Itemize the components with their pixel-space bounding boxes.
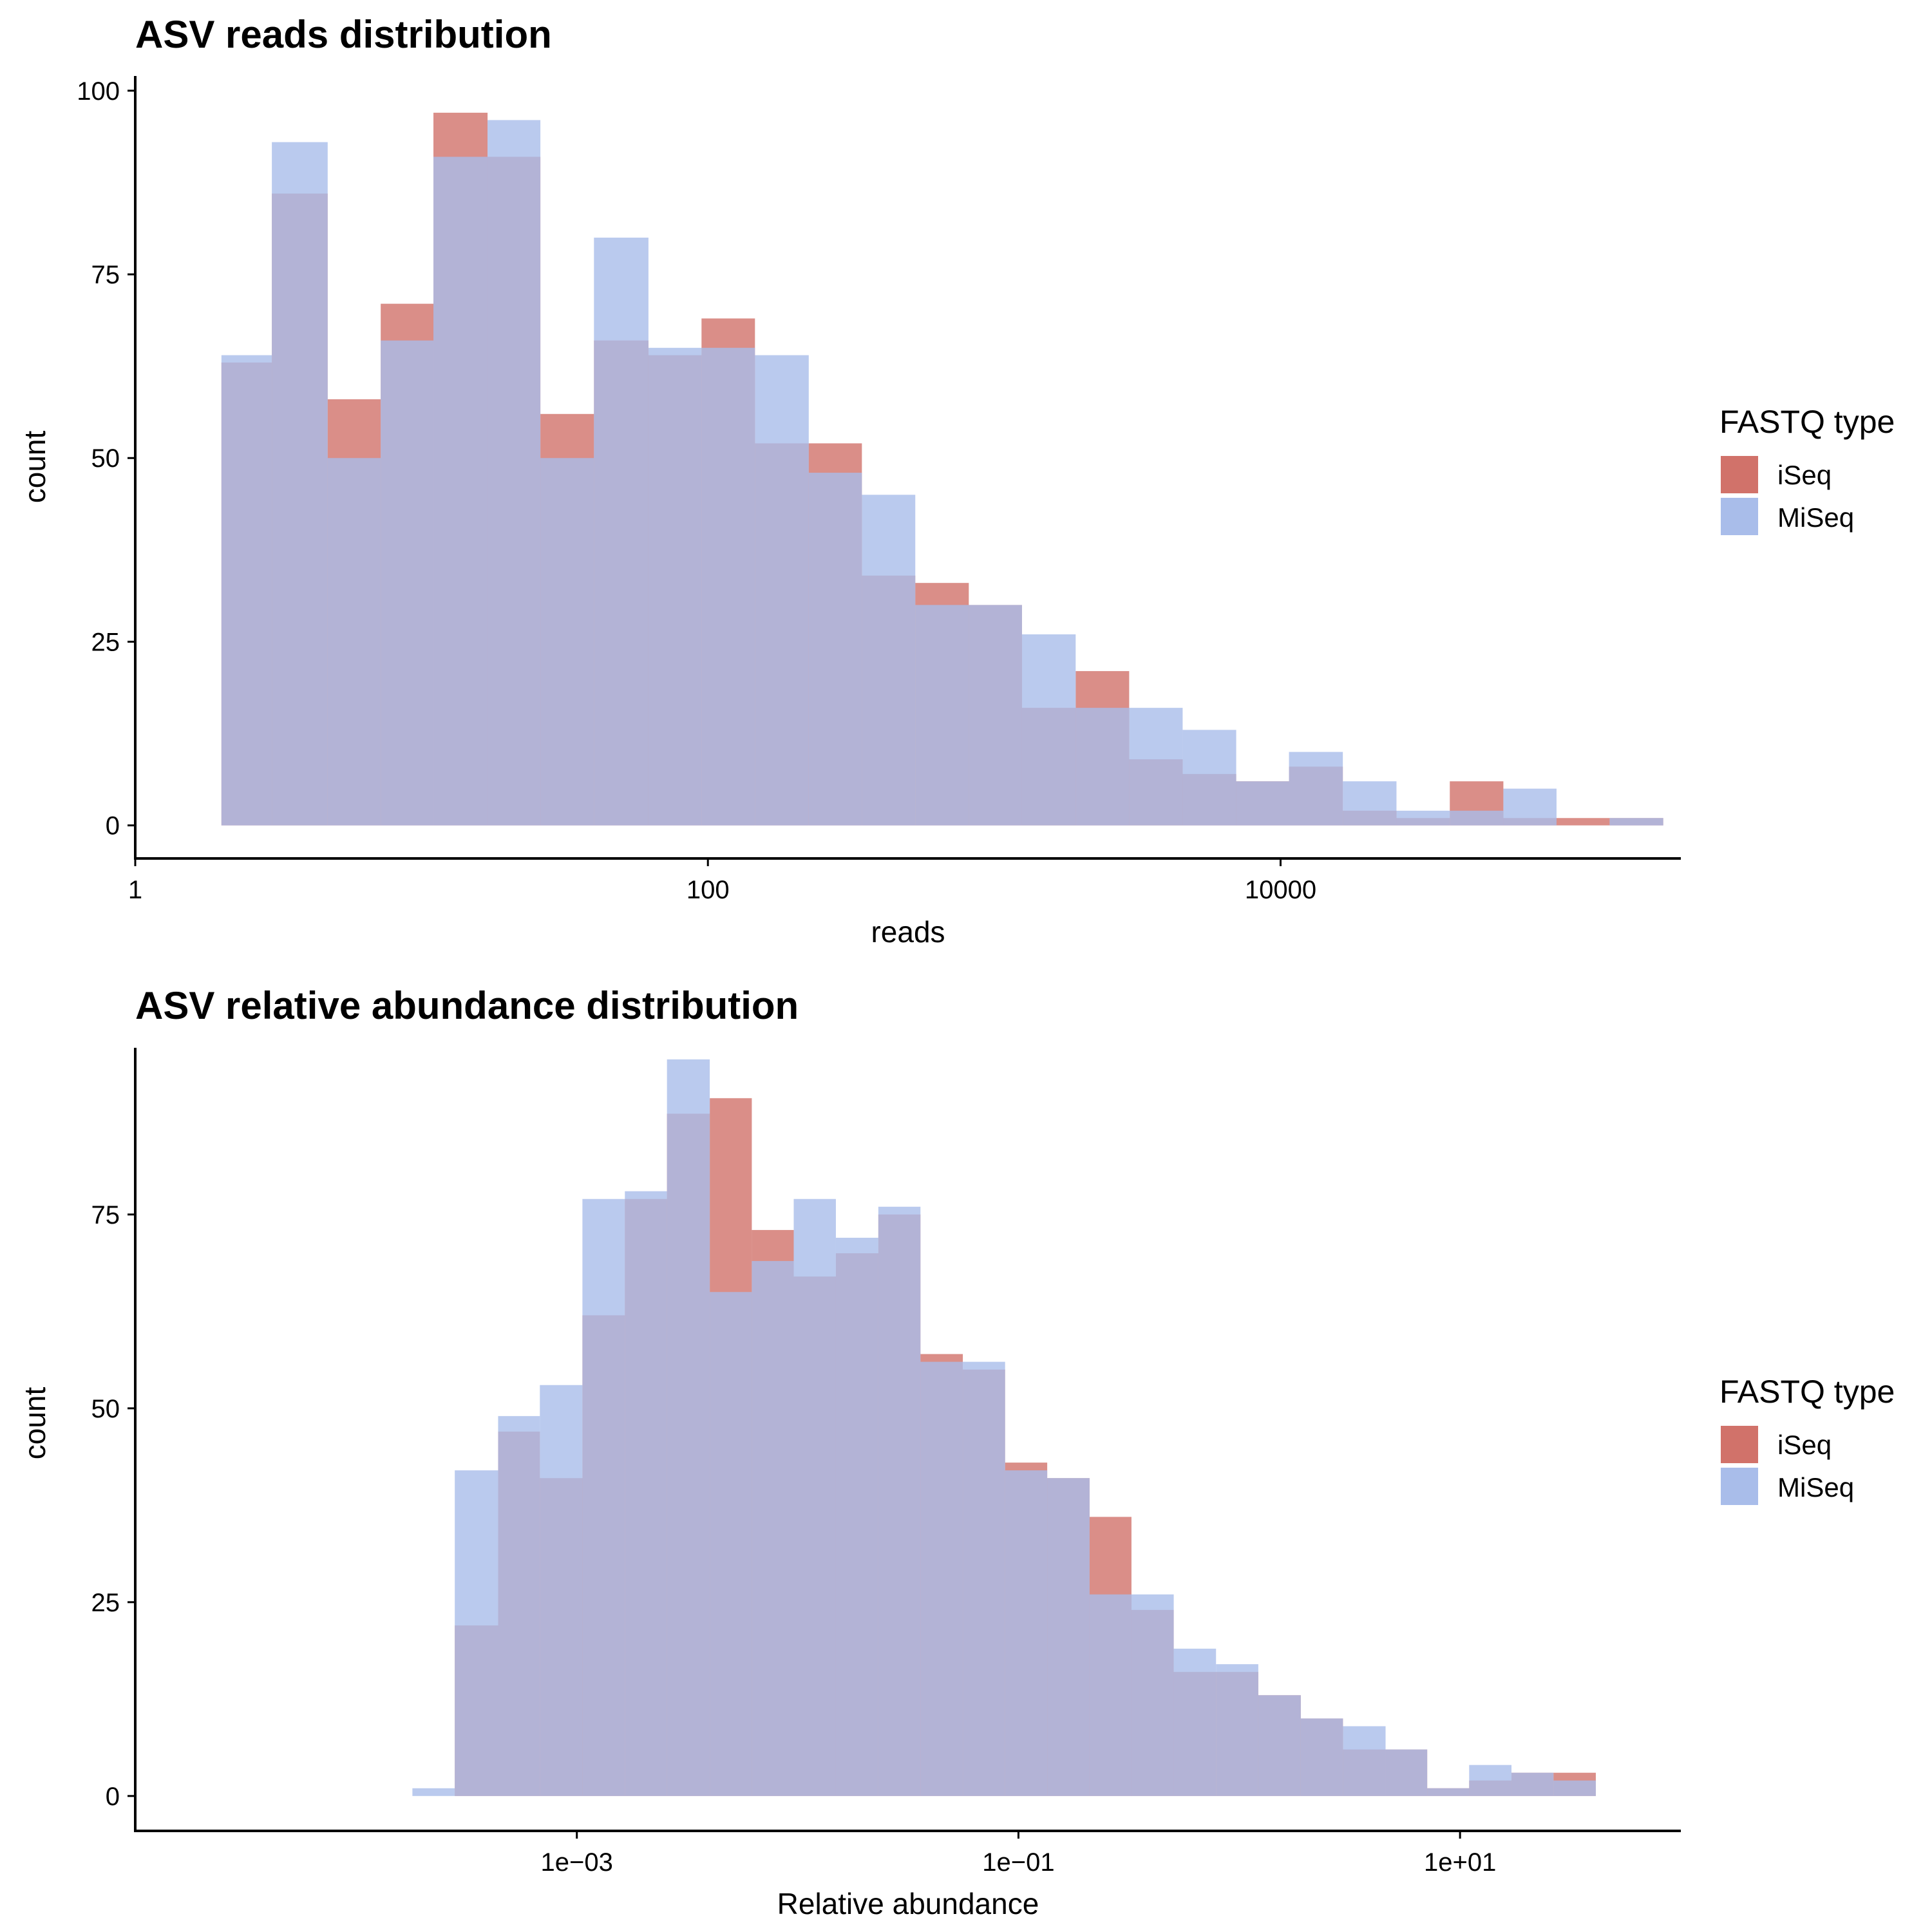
- chart-title: ASV relative abundance distribution: [135, 984, 799, 1027]
- bar-miseq-12: [710, 1292, 752, 1796]
- bar-miseq-19: [1236, 781, 1289, 826]
- legend: FASTQ type iSeq MiSeq: [1719, 1374, 1895, 1505]
- y-tick-label: 100: [77, 77, 120, 106]
- bar-miseq-5: [412, 1788, 455, 1796]
- legend-label-iseq: iSeq: [1777, 460, 1832, 490]
- bar-miseq-14: [969, 605, 1022, 826]
- bar-miseq-12: [862, 495, 916, 826]
- bar-miseq-10: [625, 1191, 667, 1796]
- relative-abundance-histogram-panel: ASV relative abundance distribution 0 25 5…: [18, 984, 1895, 1920]
- bar-miseq-24: [1503, 788, 1557, 826]
- bar-miseq-9: [701, 348, 755, 826]
- bar-miseq-6: [540, 458, 594, 826]
- y-axis-title: count: [18, 1387, 52, 1460]
- y-tick-label: 75: [91, 1201, 120, 1229]
- bar-miseq-4: [433, 156, 488, 826]
- bar-miseq-7: [594, 237, 649, 826]
- legend-swatch-miseq: [1721, 498, 1758, 535]
- x-tick-label: 1: [128, 876, 142, 904]
- bar-miseq-13: [752, 1261, 794, 1796]
- bar-miseq-31: [1511, 1772, 1554, 1796]
- bar-miseq-7: [498, 1416, 540, 1796]
- bar-miseq-6: [455, 1470, 498, 1796]
- y-tick-label: 50: [91, 444, 120, 473]
- legend-title: FASTQ type: [1719, 1374, 1895, 1410]
- bar-miseq-28: [1385, 1749, 1428, 1796]
- bar-miseq-25: [1258, 1695, 1301, 1796]
- bars: [221, 113, 1663, 826]
- y-axis-ticks: 0 25 50 75 100: [77, 77, 135, 840]
- x-axis-ticks: 1e−03 1e−01 1e+01: [541, 1831, 1496, 1877]
- y-tick-label: 50: [91, 1395, 120, 1423]
- bar-miseq-17: [1129, 708, 1183, 826]
- bar-miseq-17: [920, 1361, 963, 1796]
- bar-miseq-13: [915, 605, 969, 826]
- bar-miseq-1: [272, 142, 328, 826]
- bar-miseq-21: [1343, 781, 1397, 826]
- bar-miseq-20: [1047, 1478, 1090, 1796]
- bar-miseq-2: [327, 458, 381, 826]
- x-tick-label: 10000: [1245, 876, 1316, 904]
- reads-histogram-panel: ASV reads distribution 0 25 50 75 100 1 100 10…: [18, 13, 1895, 949]
- bar-miseq-23: [1173, 1649, 1217, 1796]
- legend-swatch-iseq: [1721, 456, 1758, 493]
- bar-miseq-22: [1131, 1594, 1174, 1796]
- x-axis-title: Relative abundance: [777, 1887, 1039, 1920]
- bar-miseq-19: [1005, 1470, 1048, 1796]
- y-tick-label: 25: [91, 1589, 120, 1617]
- bar-miseq-18: [963, 1361, 1005, 1796]
- bar-miseq-27: [1343, 1726, 1386, 1796]
- y-axis-title: count: [18, 431, 52, 504]
- legend-label-miseq: MiSeq: [1777, 502, 1854, 533]
- bars: [412, 1059, 1596, 1796]
- bar-miseq-5: [488, 120, 541, 826]
- y-axis-ticks: 0 25 50 75: [91, 1201, 135, 1811]
- bar-miseq-15: [1021, 634, 1076, 826]
- bar-iseq-25: [1556, 818, 1610, 826]
- x-tick-label: 1e+01: [1424, 1848, 1496, 1877]
- bar-miseq-30: [1469, 1765, 1512, 1796]
- legend-label-iseq: iSeq: [1777, 1430, 1832, 1460]
- bar-miseq-8: [540, 1385, 583, 1796]
- chart-title: ASV reads distribution: [135, 13, 552, 56]
- x-axis-ticks: 1 100 10000: [128, 858, 1316, 904]
- x-tick-label: 1e−03: [541, 1848, 613, 1877]
- bar-miseq-11: [808, 473, 862, 826]
- legend-swatch-iseq: [1721, 1426, 1758, 1463]
- y-tick-label: 0: [106, 812, 120, 840]
- bar-miseq-10: [755, 355, 809, 826]
- bar-miseq-16: [1075, 708, 1130, 826]
- x-tick-label: 100: [687, 876, 730, 904]
- bar-miseq-32: [1553, 1780, 1596, 1796]
- bar-miseq-14: [793, 1198, 836, 1796]
- bar-miseq-16: [878, 1206, 921, 1796]
- bar-miseq-21: [1089, 1594, 1132, 1796]
- legend: FASTQ type iSeq MiSeq: [1719, 404, 1895, 535]
- bar-miseq-9: [582, 1198, 625, 1796]
- bar-miseq-3: [381, 340, 434, 826]
- bar-miseq-0: [221, 355, 272, 826]
- bar-miseq-26: [1609, 818, 1663, 826]
- x-axis-title: reads: [871, 915, 945, 949]
- legend-swatch-miseq: [1721, 1468, 1758, 1505]
- bar-miseq-29: [1427, 1788, 1470, 1796]
- bar-miseq-11: [667, 1059, 710, 1796]
- bar-miseq-20: [1289, 752, 1343, 826]
- y-tick-label: 0: [106, 1783, 120, 1811]
- bar-miseq-23: [1450, 810, 1504, 826]
- bar-miseq-26: [1300, 1718, 1343, 1796]
- y-tick-label: 25: [91, 628, 120, 656]
- bar-miseq-24: [1216, 1664, 1258, 1796]
- bar-miseq-18: [1182, 730, 1236, 826]
- bar-miseq-8: [648, 348, 702, 826]
- y-tick-label: 75: [91, 261, 120, 289]
- legend-title: FASTQ type: [1719, 404, 1895, 440]
- bar-miseq-15: [835, 1237, 878, 1796]
- legend-label-miseq: MiSeq: [1777, 1472, 1854, 1502]
- bar-miseq-22: [1396, 810, 1450, 826]
- x-tick-label: 1e−01: [982, 1848, 1054, 1877]
